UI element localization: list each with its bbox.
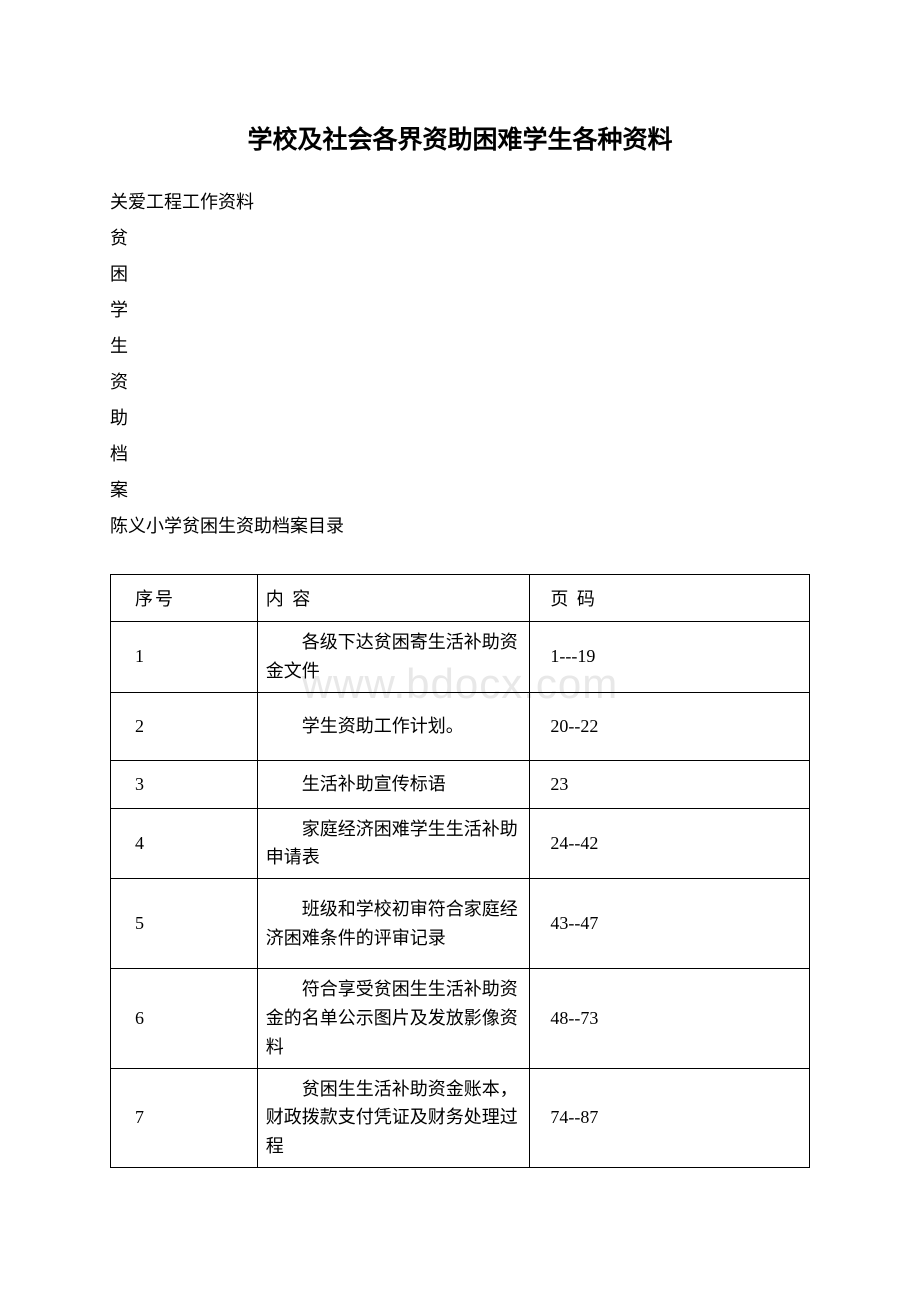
content-text: 生活补助宣传标语 — [266, 770, 522, 799]
table-header-row: 序号 内 容 页 码 — [111, 575, 810, 622]
cell-page: 48--73 — [530, 969, 810, 1068]
text-line: 生 — [110, 328, 810, 364]
content-text: 符合享受贫困生生活补助资金的名单公示图片及发放影像资料 — [266, 975, 522, 1061]
text-line: 案 — [110, 472, 810, 508]
text-line: 资 — [110, 364, 810, 400]
page-title: 学校及社会各界资助困难学生各种资料 — [110, 120, 810, 156]
header-content: 内 容 — [257, 575, 530, 622]
table-row: 3 生活补助宣传标语 23 — [111, 760, 810, 808]
text-line: 助 — [110, 400, 810, 436]
cell-page: 74--87 — [530, 1068, 810, 1167]
directory-table-container: 序号 内 容 页 码 1各级下达贫困寄生活补助资金文件1---192学生资助工作… — [110, 574, 810, 1168]
cell-content: 生活补助宣传标语 — [257, 760, 530, 808]
cell-page: 24--42 — [530, 808, 810, 879]
text-line: 学 — [110, 292, 810, 328]
header-page: 页 码 — [530, 575, 810, 622]
content-text: 各级下达贫困寄生活补助资金文件 — [266, 628, 522, 686]
cell-seq: 5 — [111, 879, 258, 969]
text-line: 档 — [110, 436, 810, 472]
cell-page: 20--22 — [530, 692, 810, 760]
table-row: 5班级和学校初审符合家庭经济困难条件的评审记录43--47 — [111, 879, 810, 969]
table-row: 2 学生资助工作计划。 20--22 — [111, 692, 810, 760]
table-row: 4家庭经济困难学生生活补助申请表24--42 — [111, 808, 810, 879]
text-line: 关爱工程工作资料 — [110, 184, 810, 220]
cell-content: 学生资助工作计划。 — [257, 692, 530, 760]
cell-content: 班级和学校初审符合家庭经济困难条件的评审记录 — [257, 879, 530, 969]
content-text: 家庭经济困难学生生活补助申请表 — [266, 815, 522, 873]
intro-lines: 关爱工程工作资料 贫 困 学 生 资 助 档 案 陈义小学贫困生资助档案目录 — [110, 184, 810, 544]
cell-seq: 1 — [111, 622, 258, 693]
cell-seq: 4 — [111, 808, 258, 879]
cell-page: 23 — [530, 760, 810, 808]
content-text: 班级和学校初审符合家庭经济困难条件的评审记录 — [266, 895, 522, 953]
cell-seq: 7 — [111, 1068, 258, 1167]
text-line: 贫 — [110, 220, 810, 256]
cell-seq: 2 — [111, 692, 258, 760]
cell-page: 1---19 — [530, 622, 810, 693]
text-line: 困 — [110, 256, 810, 292]
cell-page: 43--47 — [530, 879, 810, 969]
content-text: 学生资助工作计划。 — [266, 712, 522, 741]
header-seq: 序号 — [111, 575, 258, 622]
cell-seq: 3 — [111, 760, 258, 808]
directory-table: 序号 内 容 页 码 1各级下达贫困寄生活补助资金文件1---192学生资助工作… — [110, 574, 810, 1168]
table-row: 1各级下达贫困寄生活补助资金文件1---19 — [111, 622, 810, 693]
document-page: 学校及社会各界资助困难学生各种资料 关爱工程工作资料 贫 困 学 生 资 助 档… — [0, 0, 920, 1228]
content-text: 贫困生生活补助资金账本，财政拨款支付凭证及财务处理过程 — [266, 1075, 522, 1161]
table-row: 7贫困生生活补助资金账本，财政拨款支付凭证及财务处理过程74--87 — [111, 1068, 810, 1167]
cell-content: 贫困生生活补助资金账本，财政拨款支付凭证及财务处理过程 — [257, 1068, 530, 1167]
cell-content: 家庭经济困难学生生活补助申请表 — [257, 808, 530, 879]
cell-seq: 6 — [111, 969, 258, 1068]
cell-content: 符合享受贫困生生活补助资金的名单公示图片及发放影像资料 — [257, 969, 530, 1068]
text-line: 陈义小学贫困生资助档案目录 — [110, 508, 810, 544]
table-row: 6符合享受贫困生生活补助资金的名单公示图片及发放影像资料48--73 — [111, 969, 810, 1068]
table-body: 1各级下达贫困寄生活补助资金文件1---192学生资助工作计划。20--223生… — [111, 622, 810, 1168]
cell-content: 各级下达贫困寄生活补助资金文件 — [257, 622, 530, 693]
